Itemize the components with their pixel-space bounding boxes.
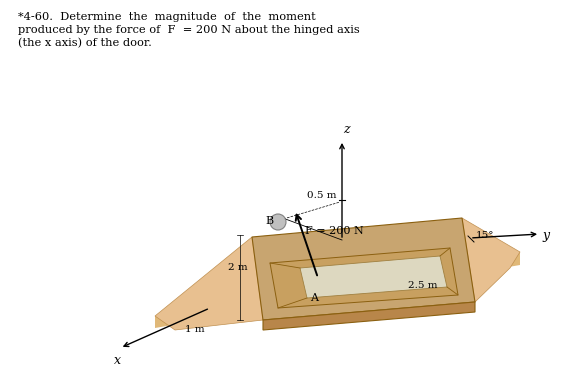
Polygon shape (270, 248, 458, 308)
Text: z: z (343, 123, 350, 136)
Text: *4-60.  Determine  the  magnitude  of  the  moment: *4-60. Determine the magnitude of the mo… (18, 12, 316, 22)
Text: 15°: 15° (476, 231, 495, 240)
Text: B: B (265, 216, 273, 226)
Polygon shape (252, 218, 475, 320)
Polygon shape (155, 252, 520, 328)
Polygon shape (155, 237, 263, 330)
Text: (the x axis) of the door.: (the x axis) of the door. (18, 38, 152, 48)
Text: x: x (114, 354, 121, 367)
Text: A: A (310, 293, 318, 303)
Text: y: y (542, 228, 549, 242)
Text: 2.5 m: 2.5 m (408, 280, 438, 290)
Text: 2 m: 2 m (228, 264, 248, 273)
Polygon shape (462, 218, 520, 302)
Text: 1 m: 1 m (185, 326, 204, 334)
Text: produced by the force of  F  = 200 N about the hinged axis: produced by the force of F = 200 N about… (18, 25, 360, 35)
Polygon shape (263, 302, 475, 330)
Text: 0.5 m: 0.5 m (307, 190, 336, 200)
Text: F = 200 N: F = 200 N (305, 226, 364, 236)
Polygon shape (300, 256, 447, 298)
Circle shape (270, 214, 286, 230)
